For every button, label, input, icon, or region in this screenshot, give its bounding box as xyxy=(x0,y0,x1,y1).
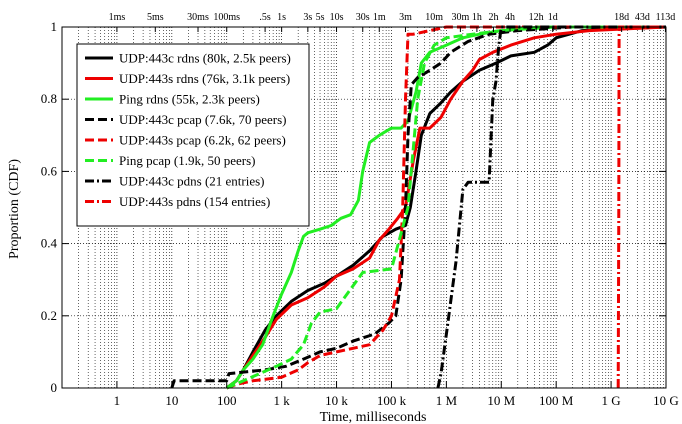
top-tick-label: 1s xyxy=(277,12,286,23)
top-tick-label: .5s xyxy=(259,12,271,23)
top-tick-label: 2h xyxy=(488,12,498,23)
y-tick-label: 0.8 xyxy=(41,91,57,106)
top-tick-label: 4h xyxy=(505,12,515,23)
legend-label-4: UDP:443c pcap (7.6k, 70 peers) xyxy=(119,112,287,127)
legend-label-1: UDP:443c rdns (80k, 2.5k peers) xyxy=(119,51,291,66)
top-tick-label: 30s xyxy=(356,12,370,23)
top-tick-label: 5ms xyxy=(147,12,164,23)
axis-ticks xyxy=(62,26,667,389)
series-line-8 xyxy=(616,25,666,389)
x-tick-label: 1 G xyxy=(602,393,621,408)
legend-label-5: UDP:443s pcap (6.2k, 62 peers) xyxy=(119,133,286,148)
x-tick-label: 1 k xyxy=(274,393,291,408)
legend-label-3: Ping rdns (55k, 2.3k peers) xyxy=(119,92,260,107)
series-line-7 xyxy=(436,25,666,389)
series-lines xyxy=(170,25,667,390)
top-tick-label: 12h xyxy=(529,12,544,23)
top-tick-label: 1m xyxy=(373,12,386,23)
top-tick-label: 100ms xyxy=(213,12,240,23)
y-axis-label: Proportion (CDF) xyxy=(7,159,22,259)
x-tick-label: 10 M xyxy=(487,393,515,408)
series-line-6 xyxy=(226,25,666,390)
plot-frame xyxy=(61,26,667,389)
top-tick-labels: 1ms 5ms 30ms 100ms .5s 1s 3s 5s 10s 30s 1m 3m 10m 30m… xyxy=(109,12,676,23)
x-tick-label: 1 xyxy=(114,393,121,408)
series-line-3 xyxy=(225,25,666,390)
top-tick-label: 10m xyxy=(425,12,443,23)
x-tick-label: 100 xyxy=(217,393,237,408)
top-tick-label: 1d xyxy=(548,12,558,23)
y-tick-label: 0.4 xyxy=(41,236,58,251)
legend-label-6: Ping pcap (1.9k, 50 peers) xyxy=(119,153,255,168)
y-tick-label: 0 xyxy=(51,380,58,395)
y-tick-label: 0.2 xyxy=(41,308,57,323)
top-tick-label: 18d xyxy=(614,12,629,23)
y-tick-labels: 0 0.2 0.4 0.6 0.8 1 xyxy=(41,19,58,395)
top-tick-label: 10s xyxy=(330,12,344,23)
top-tick-label: 3s xyxy=(303,12,312,23)
top-tick-label: 3m xyxy=(399,12,412,23)
top-tick-label: 1ms xyxy=(109,12,126,23)
x-tick-labels: 1 10 100 1 k 10 k 100 k 1 M 10 M 100 M 1 G 10 G xyxy=(114,393,679,408)
legend-label-2: UDP:443s rdns (76k, 3.1k peers) xyxy=(119,71,290,86)
top-tick-label: 1h xyxy=(472,12,482,23)
legend-label-8: UDP:443s pdns (154 entries) xyxy=(119,194,270,209)
y-tick-label: 1 xyxy=(51,19,58,34)
x-tick-label: 100 k xyxy=(377,393,407,408)
y-tick-label: 0.6 xyxy=(41,163,58,178)
x-tick-label: 10 xyxy=(165,393,178,408)
top-tick-label: 30ms xyxy=(187,12,209,23)
legend: UDP:443c rdns (80k, 2.5k peers) UDP:443s … xyxy=(76,43,310,227)
legend-box xyxy=(76,43,310,227)
x-tick-label: 1 M xyxy=(436,393,458,408)
top-tick-label: 43d xyxy=(635,12,650,23)
top-tick-label: 5s xyxy=(316,12,325,23)
top-tick-label: 113d xyxy=(656,12,676,23)
x-tick-label: 10 k xyxy=(325,393,348,408)
series-line-5 xyxy=(226,25,666,390)
x-tick-label: 10 G xyxy=(653,393,679,408)
x-axis-label: Time, milliseconds xyxy=(320,410,427,424)
legend-label-7: UDP:443c pdns (21 entries) xyxy=(119,174,265,189)
x-tick-label: 100 M xyxy=(539,393,574,408)
top-tick-label: 30m xyxy=(451,12,469,23)
series-line-1 xyxy=(225,25,667,390)
